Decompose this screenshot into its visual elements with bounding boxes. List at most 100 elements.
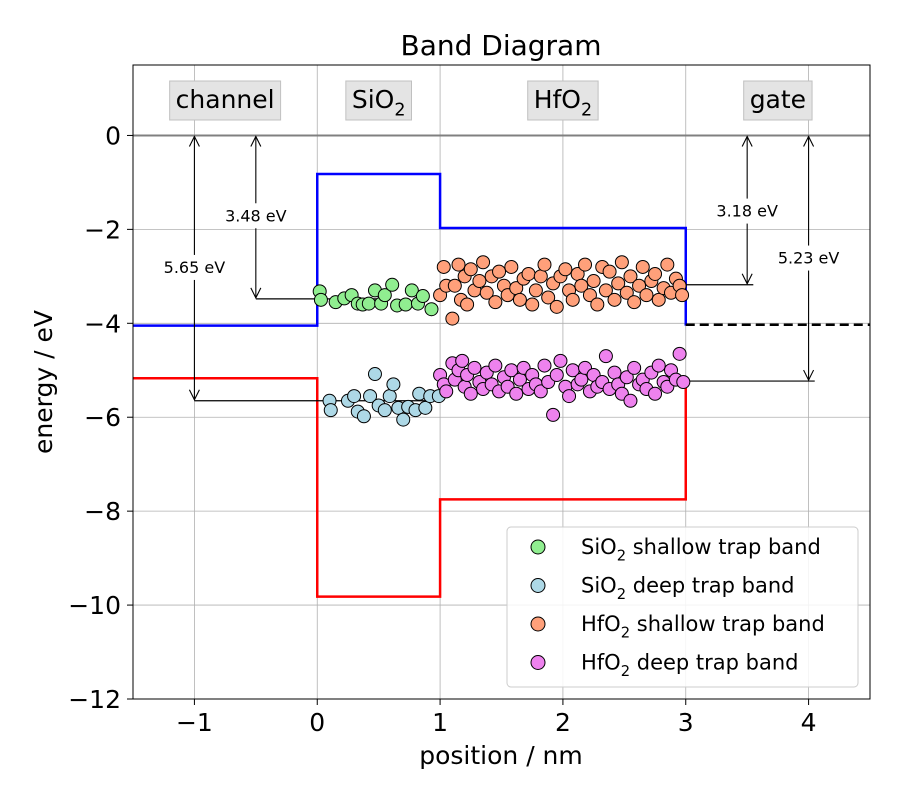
annotation-label: 5.23 eV xyxy=(778,249,840,268)
trap-point xyxy=(396,412,411,427)
x-tick-label: −1 xyxy=(176,708,213,737)
region-labels: channel SiO2 HfO2 gate xyxy=(169,80,813,121)
x-tick-label: 0 xyxy=(309,708,325,737)
energy-annotations: 5.65 eV 3.48 eV 3.18 eV 5.23 eV xyxy=(157,136,846,399)
region-label: gate xyxy=(743,80,813,121)
trap-point xyxy=(541,290,556,305)
trap-point xyxy=(639,288,654,303)
legend-box xyxy=(506,526,859,688)
trap-point xyxy=(447,278,462,293)
trap-point xyxy=(436,259,451,274)
trap-points xyxy=(312,255,691,427)
trap-point xyxy=(590,297,605,312)
trap-point xyxy=(356,409,371,424)
trap-point xyxy=(558,262,573,277)
trap-point xyxy=(623,393,638,408)
trap-point xyxy=(648,386,663,401)
trap-point xyxy=(347,389,362,404)
trap-point xyxy=(574,372,589,387)
trap-point xyxy=(455,353,470,368)
trap-point xyxy=(565,292,580,307)
trap-point xyxy=(463,386,478,401)
region-label: SiO2 xyxy=(345,80,412,121)
plot-frame xyxy=(132,64,871,700)
trap-point xyxy=(418,400,433,415)
y-tick-label: 0 xyxy=(105,121,121,150)
region-label-text: HfO2 xyxy=(534,85,592,121)
trap-point xyxy=(424,302,439,317)
trap-point xyxy=(660,257,675,272)
legend-marker xyxy=(530,578,546,593)
annotation-label: 5.65 eV xyxy=(164,258,226,277)
trap-point xyxy=(632,278,647,293)
y-tick-label: −2 xyxy=(84,215,121,244)
legend-marker xyxy=(530,616,546,632)
trap-point xyxy=(463,262,478,277)
y-tick-label: −6 xyxy=(84,403,121,432)
trap-point xyxy=(607,365,622,380)
trap-point xyxy=(672,346,687,361)
trap-point xyxy=(377,403,392,418)
legend-label: SiO2 deep trap band xyxy=(581,574,795,603)
trap-point xyxy=(582,288,597,303)
region-label-box xyxy=(169,80,282,121)
energy-annotation: 3.18 eV xyxy=(710,136,784,283)
legend-marker xyxy=(530,539,546,555)
trap-point xyxy=(382,389,397,404)
y-tick-label: −8 xyxy=(84,497,121,526)
trap-point xyxy=(367,367,382,382)
trap-point xyxy=(607,292,622,307)
trap-point xyxy=(504,259,519,274)
trap-point xyxy=(574,278,589,293)
trap-point xyxy=(460,297,475,312)
trap-point xyxy=(648,266,663,281)
trap-point xyxy=(611,276,626,291)
region-label: channel xyxy=(169,80,282,121)
trap-point xyxy=(472,274,487,289)
trap-point xyxy=(361,296,376,311)
trap-point xyxy=(476,255,491,270)
trap-point xyxy=(533,269,548,284)
trap-point xyxy=(488,295,503,310)
trap-point xyxy=(512,292,527,307)
trap-point xyxy=(549,299,564,314)
trap-point xyxy=(404,283,419,298)
trap-point xyxy=(586,274,601,289)
trap-point xyxy=(651,292,666,307)
x-tick-label: 3 xyxy=(678,708,694,737)
y-tick-label: −12 xyxy=(68,685,121,714)
x-tick-label: 1 xyxy=(432,708,448,737)
region-label-text: channel xyxy=(176,85,275,114)
legend-label: HfO2 deep trap band xyxy=(581,651,799,680)
trap-point xyxy=(377,288,392,303)
y-tick-label: −10 xyxy=(68,591,121,620)
region-label-box xyxy=(345,80,412,121)
trap-point xyxy=(479,285,494,300)
x-tick-label: 2 xyxy=(555,708,571,737)
trap-point xyxy=(488,358,503,373)
x-tick-label: 4 xyxy=(801,708,817,737)
trap-point xyxy=(439,384,454,399)
region-label-text: SiO2 xyxy=(352,85,406,121)
trap-point xyxy=(675,288,690,303)
region-label-box xyxy=(527,80,599,121)
trap-point xyxy=(521,266,536,281)
energy-annotation: 5.23 eV xyxy=(771,136,846,380)
trap-point xyxy=(553,353,568,368)
region-label: HfO2 xyxy=(527,80,599,121)
trap-point xyxy=(676,375,691,389)
trap-point xyxy=(323,403,338,418)
trap-point xyxy=(623,269,638,284)
trap-point xyxy=(537,358,552,373)
trap-point xyxy=(619,370,634,385)
trap-point xyxy=(562,389,577,404)
legend: SiO2 shallow trap band SiO2 deep trap ban… xyxy=(506,526,859,688)
y-axis-label: energy / eV xyxy=(29,310,58,454)
trap-point xyxy=(525,297,540,312)
y-tick-label: −4 xyxy=(84,309,121,338)
annotation-label: 3.48 eV xyxy=(225,206,287,225)
trap-point xyxy=(546,407,561,422)
annotation-label-bg xyxy=(771,245,846,271)
trap-point xyxy=(313,292,328,307)
